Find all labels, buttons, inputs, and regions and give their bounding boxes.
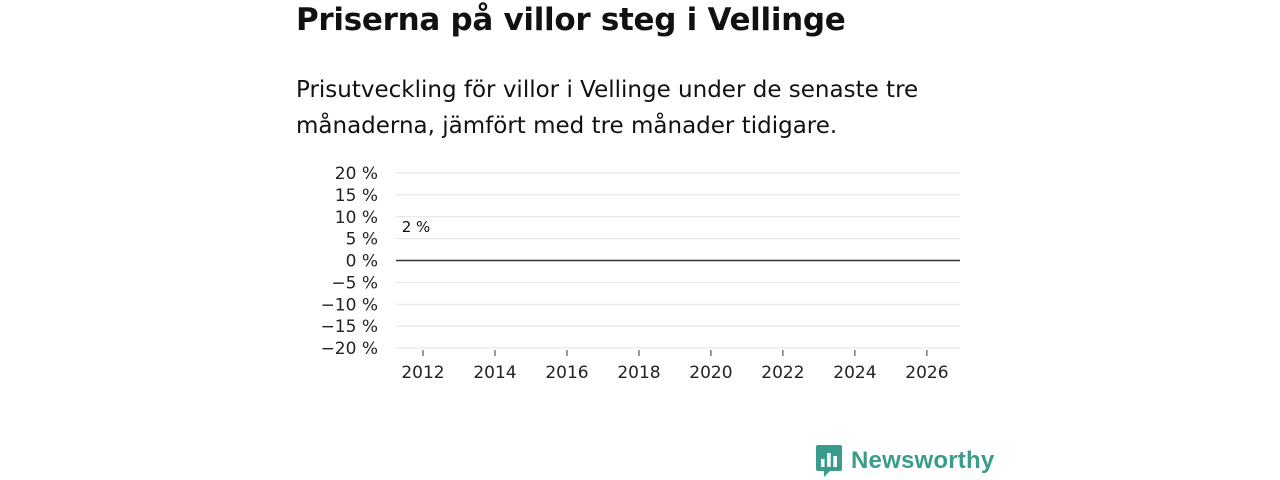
x-tick-label: 2026 (905, 363, 948, 383)
y-tick-label: −20 % (321, 339, 378, 359)
annotations: 2 % (402, 218, 431, 236)
grid-lines (396, 172, 960, 349)
x-tick-label: 2016 (545, 363, 588, 383)
brand-name: Newsworthy (851, 447, 995, 474)
y-tick-label: 15 % (335, 186, 378, 206)
newsworthy-logo-icon (816, 445, 842, 477)
x-tick-label: 2024 (833, 363, 876, 383)
x-tick-label: 2020 (689, 363, 732, 383)
page-title: Priserna på villor steg i Vellinge (296, 2, 846, 38)
newsworthy-logo[interactable]: Newsworthy (815, 444, 994, 478)
bar-chart: 20 %15 %10 %5 %0 %−5 %−10 %−15 %−20 % 20… (321, 164, 960, 383)
x-axis-ticks: 2012 2014 2016 2018 2020 2022 2024 2026 (401, 350, 949, 383)
y-axis-ticks: 20 %15 %10 %5 %0 %−5 %−10 %−15 %−20 % (321, 164, 378, 359)
x-tick-label: 2022 (761, 363, 804, 383)
latest-value-label: 2 % (402, 218, 431, 236)
y-tick-label: 10 % (335, 208, 378, 228)
y-tick-label: 5 % (346, 230, 378, 250)
y-tick-label: −5 % (331, 273, 378, 293)
x-tick-label: 2012 (401, 363, 444, 383)
y-tick-label: −10 % (321, 295, 378, 315)
x-tick-label: 2018 (617, 363, 660, 383)
y-tick-label: 20 % (335, 164, 378, 184)
chart-subtitle: Prisutveckling för villor i Vellinge und… (296, 77, 919, 139)
x-tick-label: 2014 (473, 363, 516, 383)
y-tick-label: 0 % (346, 252, 378, 272)
y-tick-label: −15 % (321, 317, 378, 337)
